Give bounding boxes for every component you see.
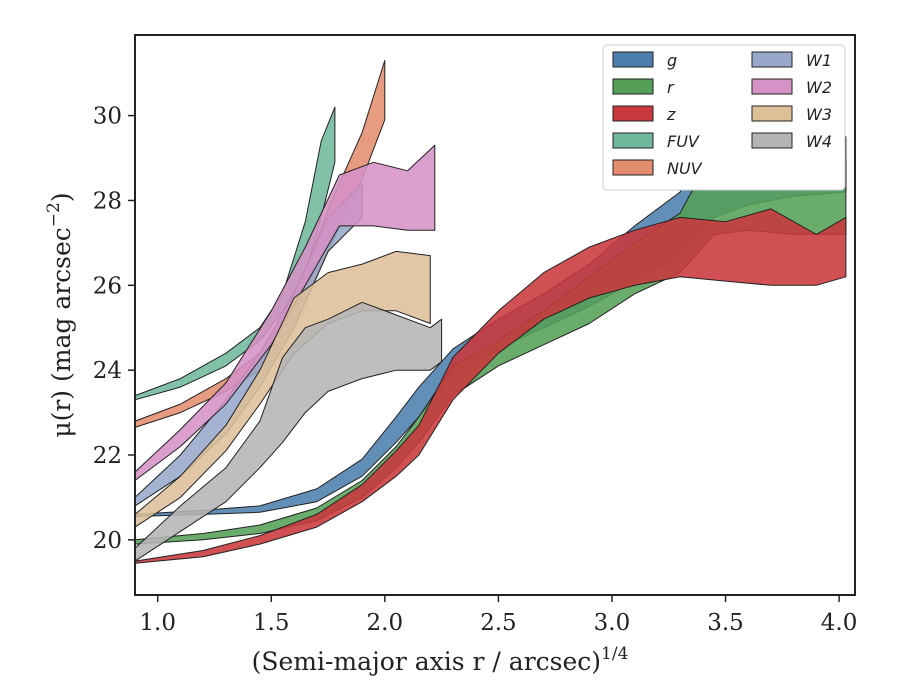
band-g (134, 115, 847, 517)
legend-label-fuv: FUV (667, 132, 700, 151)
x-axis-label-exponent: 1/4 (601, 644, 628, 664)
x-axis-ticks: 1.0 1.5 2.0 2.5 3.0 3.5 4.0 (139, 595, 857, 636)
y-tick-label: 30 (93, 104, 122, 130)
legend-swatch-w1 (751, 51, 793, 68)
x-tick-label: 2.5 (480, 610, 517, 636)
x-tick-label: 1.0 (139, 610, 176, 636)
y-axis-ticks: 20 22 24 26 28 30 (93, 104, 135, 554)
band-w3 (134, 250, 431, 528)
y-axis-label-close: ) (47, 192, 76, 202)
legend-label-g: g (667, 51, 677, 70)
legend-swatch-g (612, 51, 654, 68)
legend-swatch-fuv (612, 132, 654, 149)
legend-items: grz FUV NUV W1 W2 W3 W4 (612, 51, 832, 178)
legend-swatch-z (612, 105, 654, 122)
band-w2 (134, 144, 436, 481)
y-axis-label-exponent: −2 (44, 202, 64, 227)
legend-label-w3: W3 (806, 105, 832, 124)
y-axis-label: μ(r) (mag arcsec−2) (44, 192, 76, 437)
x-axis-label: (Semi-major axis r / arcsec)1/4 (252, 644, 629, 676)
y-tick-label: 24 (93, 358, 122, 384)
legend-swatch-r (612, 78, 654, 95)
y-tick-label: 26 (93, 273, 122, 299)
band-w4 (134, 301, 443, 562)
legend-swatch-nuv (612, 159, 654, 176)
plot-frame (134, 34, 856, 596)
legend-label-nuv: NUV (667, 159, 703, 178)
y-tick-label: 20 (93, 528, 122, 554)
y-axis-label-main: μ(r) (mag arcsec (47, 227, 76, 437)
y-tick-label: 22 (93, 443, 122, 469)
y-tick-label: 28 (93, 188, 122, 214)
x-tick-label: 3.0 (594, 610, 631, 636)
legend-label-w2: W2 (806, 78, 832, 97)
x-axis-label-main: (Semi-major axis r / arcsec) (252, 647, 601, 676)
legend-swatch-w4 (751, 132, 793, 149)
x-tick-label: 4.0 (821, 610, 858, 636)
legend-swatch-w3 (751, 105, 793, 122)
band-z (134, 208, 847, 564)
x-tick-label: 2.0 (367, 610, 404, 636)
legend-label-w1: W1 (806, 51, 832, 70)
legend-label-z: z (666, 105, 676, 124)
legend-swatch-w2 (751, 78, 793, 95)
legend-label-w4: W4 (806, 132, 832, 151)
legend: grz FUV NUV W1 W2 W3 W4 (602, 44, 846, 191)
band-areas (134, 60, 847, 564)
x-tick-label: 3.5 (707, 610, 744, 636)
x-tick-label: 1.5 (253, 610, 290, 636)
legend-label-r: r (667, 78, 675, 97)
